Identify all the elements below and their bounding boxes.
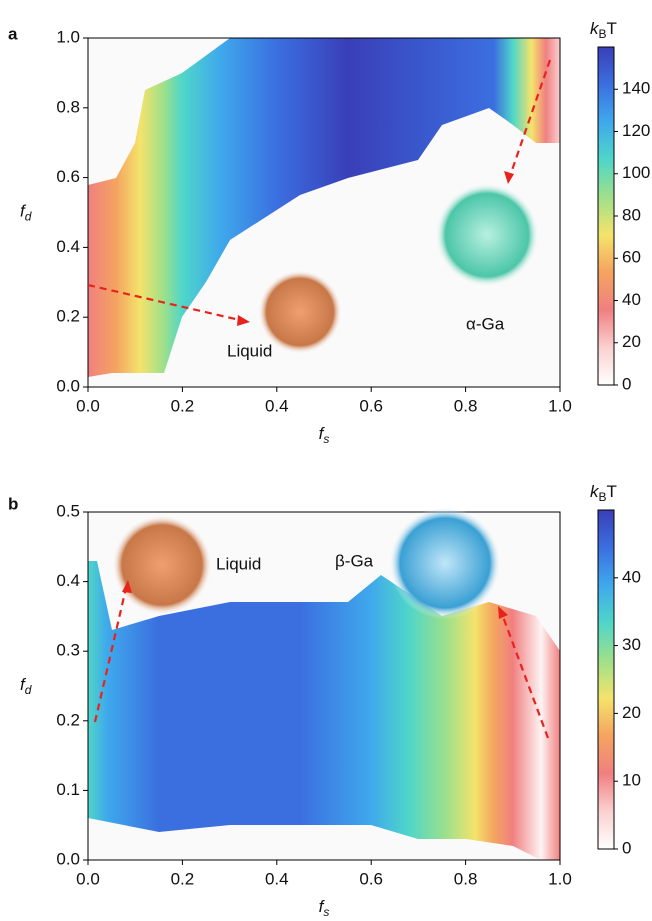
colorbar-tick-label: 140 bbox=[622, 79, 650, 98]
arrow-head bbox=[122, 580, 132, 593]
x-tick-label: 0.8 bbox=[454, 869, 478, 888]
colorbar-label-unit: T bbox=[607, 482, 617, 501]
colorbar-tick-label: 120 bbox=[622, 121, 650, 140]
x-tick-label: 1.0 bbox=[548, 869, 572, 888]
y-tick-label: 0.0 bbox=[56, 376, 80, 395]
y-tick-label: 0.0 bbox=[56, 849, 80, 868]
plot-frame bbox=[87, 37, 561, 388]
colorbar-label-sub: B bbox=[599, 490, 607, 504]
x-tick-label: 0.0 bbox=[76, 869, 100, 888]
contour-region bbox=[88, 38, 560, 377]
arrow bbox=[500, 613, 550, 739]
x-axis-label: fs bbox=[319, 424, 330, 446]
structure-image bbox=[435, 183, 539, 287]
colorbar-label: kBT bbox=[590, 482, 617, 504]
y-tick-label: 0.2 bbox=[56, 307, 80, 326]
arrow bbox=[508, 59, 552, 177]
colorbar-tick-label: 10 bbox=[622, 771, 641, 790]
colorbar-tick-label: 80 bbox=[622, 205, 641, 224]
colorbar-tick-label: 0 bbox=[622, 374, 631, 393]
arrow bbox=[93, 587, 128, 723]
x-tick-label: 0.4 bbox=[265, 396, 289, 415]
annotation: β-Ga bbox=[335, 551, 374, 570]
y-axis-label-sub: d bbox=[25, 683, 32, 697]
annotation: Liquid bbox=[216, 554, 261, 573]
x-axis-label-sub: s bbox=[323, 905, 329, 919]
x-axis-label-main: f bbox=[319, 424, 326, 443]
x-axis-label-sub: s bbox=[323, 432, 329, 446]
colorbar-label-unit: T bbox=[607, 19, 617, 38]
arrow-head bbox=[498, 606, 508, 619]
x-axis-label-main: f bbox=[319, 897, 326, 916]
colorbar-tick-label: 60 bbox=[622, 248, 641, 267]
y-axis-label-main: f bbox=[20, 202, 27, 221]
x-axis-label: fs bbox=[319, 897, 330, 919]
y-tick-label: 0.4 bbox=[56, 237, 80, 256]
annotation: α-Ga bbox=[466, 314, 505, 333]
colorbar-label-sub: B bbox=[599, 27, 607, 41]
y-tick-label: 0.3 bbox=[56, 641, 80, 660]
colorbar-tick-label: 20 bbox=[622, 703, 641, 722]
panel-label: a bbox=[8, 24, 18, 43]
annotation: Liquid bbox=[227, 341, 272, 360]
y-tick-label: 0.1 bbox=[56, 780, 80, 799]
colorbar-tick-label: 40 bbox=[622, 290, 641, 309]
y-tick-label: 1.0 bbox=[56, 27, 80, 46]
x-tick-label: 0.6 bbox=[359, 396, 383, 415]
arrow-head bbox=[504, 171, 514, 184]
x-tick-label: 0.0 bbox=[76, 396, 100, 415]
y-axis-label: fd bbox=[20, 675, 32, 697]
y-axis-label-sub: d bbox=[25, 210, 32, 224]
plot-frame bbox=[87, 511, 561, 861]
colorbar-tick-label: 20 bbox=[622, 332, 641, 351]
colorbar-tick-label: 0 bbox=[622, 838, 631, 857]
arrow bbox=[87, 283, 245, 323]
colorbar-label-main: k bbox=[590, 482, 600, 501]
x-tick-label: 1.0 bbox=[548, 396, 572, 415]
x-tick-label: 0.4 bbox=[265, 869, 289, 888]
y-tick-label: 0.8 bbox=[56, 97, 80, 116]
colorbar-tick-label: 100 bbox=[622, 163, 650, 182]
panel-label: b bbox=[8, 494, 18, 513]
x-tick-label: 0.8 bbox=[454, 396, 478, 415]
y-tick-label: 0.6 bbox=[56, 167, 80, 186]
x-tick-label: 0.2 bbox=[171, 869, 195, 888]
colorbar-label-main: k bbox=[590, 19, 600, 38]
colorbar bbox=[597, 509, 615, 850]
colorbar-label: kBT bbox=[590, 19, 617, 41]
y-tick-label: 0.4 bbox=[56, 571, 80, 590]
colorbar-tick-label: 30 bbox=[622, 635, 641, 654]
y-axis-label-main: f bbox=[20, 675, 27, 694]
structure-image bbox=[389, 507, 501, 619]
contour-region bbox=[88, 561, 560, 860]
colorbar bbox=[597, 46, 615, 386]
structure-image bbox=[258, 270, 342, 354]
arrow-head bbox=[237, 315, 250, 326]
colorbar-tick-label: 40 bbox=[622, 567, 641, 586]
structure-image bbox=[112, 515, 212, 615]
x-tick-label: 0.2 bbox=[171, 396, 195, 415]
x-tick-label: 0.6 bbox=[359, 869, 383, 888]
y-tick-label: 0.5 bbox=[56, 501, 80, 520]
y-axis-label: fd bbox=[20, 202, 32, 224]
y-tick-label: 0.2 bbox=[56, 710, 80, 729]
